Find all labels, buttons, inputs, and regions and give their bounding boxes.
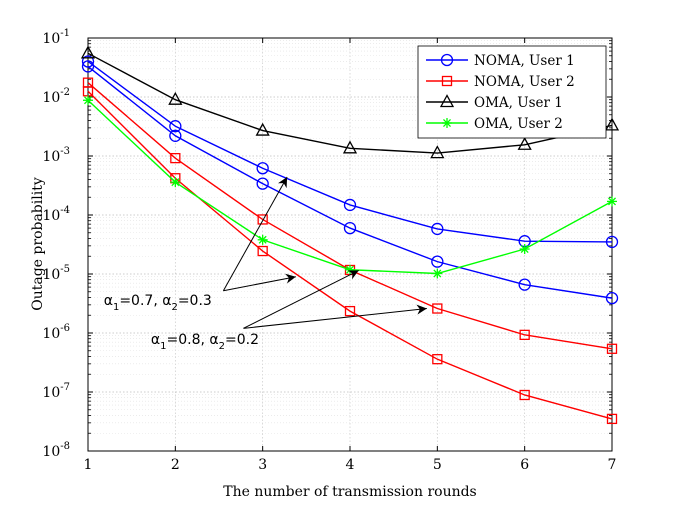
x-tick-label: 4 xyxy=(346,457,355,473)
legend-marker xyxy=(440,53,454,67)
data-point xyxy=(606,413,618,425)
legend-label: NOMA, User 1 xyxy=(474,53,575,69)
data-point xyxy=(519,244,530,255)
data-point xyxy=(257,214,268,225)
data-point xyxy=(431,222,444,236)
legend-label: OMA, User 2 xyxy=(474,116,563,132)
data-point xyxy=(169,129,182,142)
legend: NOMA, User 1 NOMA, User 2 OMA, User 1 OMA, … xyxy=(417,45,607,139)
y-tick-label: 10-3 xyxy=(42,146,70,165)
series-line xyxy=(87,65,613,299)
y-tick-label: 10-8 xyxy=(42,441,70,460)
y-axis-label: Outage probability xyxy=(30,177,46,311)
legend-marker xyxy=(442,118,452,128)
legend-entry: NOMA, User 2 xyxy=(426,74,575,90)
series-line xyxy=(87,52,613,154)
y-tick-label: 10-4 xyxy=(42,205,70,224)
x-axis-label: The number of transmission rounds xyxy=(223,484,477,500)
x-tick-label: 7 xyxy=(608,457,617,473)
data-point xyxy=(343,221,357,235)
data-point xyxy=(170,152,181,164)
data-point xyxy=(518,278,531,291)
legend-marker xyxy=(439,94,455,108)
data-point xyxy=(344,305,356,317)
series-5 xyxy=(80,45,620,159)
annotation-arrow xyxy=(223,273,296,292)
data-point xyxy=(605,291,619,305)
data-point xyxy=(255,122,270,136)
data-point xyxy=(517,136,532,150)
series-2 xyxy=(81,60,619,305)
y-tick-label: 10-5 xyxy=(42,264,70,283)
annotation-1: α1=0.7, α2=0.3 xyxy=(104,176,296,313)
data-point xyxy=(432,354,443,365)
data-point xyxy=(342,140,358,154)
legend-label: NOMA, User 2 xyxy=(474,74,575,90)
data-point xyxy=(81,60,95,73)
data-point xyxy=(256,162,269,175)
data-point xyxy=(607,196,617,207)
legend-entry: NOMA, User 1 xyxy=(426,53,575,69)
y-tick-label: 10-7 xyxy=(42,382,70,401)
annotation-2: α1=0.8, α2=0.2 xyxy=(151,269,427,352)
data-point xyxy=(257,234,268,245)
y-tick-label: 10-6 xyxy=(42,323,70,342)
series xyxy=(80,45,620,425)
annotation-label: α1=0.7, α2=0.3 xyxy=(104,293,212,313)
data-point xyxy=(432,268,443,279)
data-point xyxy=(256,177,269,190)
data-point xyxy=(519,329,530,341)
data-point xyxy=(519,389,530,401)
x-tick-label: 3 xyxy=(258,457,267,473)
data-point xyxy=(432,303,443,314)
data-point xyxy=(430,145,445,159)
data-point xyxy=(168,91,183,105)
legend-marker xyxy=(441,75,453,87)
legend-label: OMA, User 1 xyxy=(474,95,563,111)
legend-entry: OMA, User 2 xyxy=(426,116,563,132)
data-point xyxy=(606,343,618,354)
data-point xyxy=(169,120,182,133)
data-point xyxy=(257,245,268,257)
annotation-arrow xyxy=(243,304,427,329)
annotation-label: α1=0.8, α2=0.2 xyxy=(151,332,259,352)
annotation-arrow xyxy=(243,269,359,329)
data-point xyxy=(80,45,96,59)
annotation-arrow xyxy=(222,176,288,292)
data-point xyxy=(83,95,93,106)
series-line xyxy=(87,60,613,243)
axes: 1 2 3 4 5 6 7 10-8 10-7 10-6 10-5 10-4 10-3 10-2 10-1 xyxy=(42,28,616,473)
x-tick-label: 5 xyxy=(433,457,442,473)
data-point xyxy=(343,198,357,212)
data-point xyxy=(170,177,181,188)
data-point xyxy=(605,235,619,249)
legend-entry: OMA, User 1 xyxy=(426,94,563,111)
x-tick-label: 2 xyxy=(171,457,180,473)
x-tick-label: 1 xyxy=(84,457,93,473)
x-tick-label: 6 xyxy=(520,457,529,473)
data-point xyxy=(604,117,620,131)
y-tick-label: 10-1 xyxy=(42,28,70,47)
y-tick-label: 10-2 xyxy=(42,87,70,106)
series-6 xyxy=(83,95,617,279)
annotations: α1=0.7, α2=0.3 α1=0.8, α2=0.2 xyxy=(104,176,427,352)
data-point xyxy=(431,255,444,268)
